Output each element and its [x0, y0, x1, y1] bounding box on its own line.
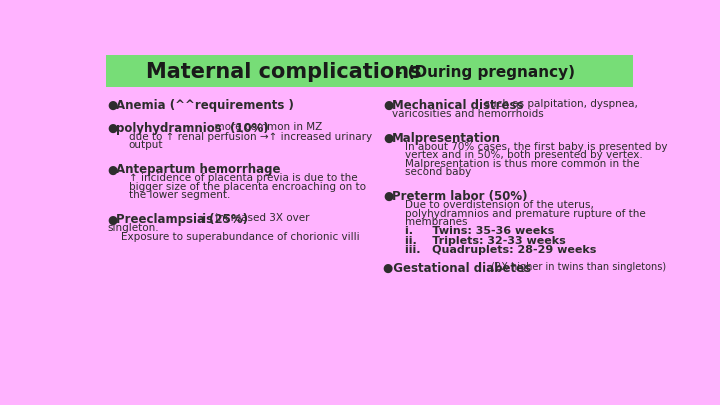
Text: Antepartum hemorrhage: Antepartum hemorrhage — [117, 163, 281, 176]
Text: polyhydramnios  (10%): polyhydramnios (10%) — [117, 122, 269, 135]
Text: ●: ● — [107, 122, 117, 135]
Text: varicosities and hemorrhoids: varicosities and hemorrhoids — [392, 109, 544, 119]
Text: bigger size of the placenta encroaching on to: bigger size of the placenta encroaching … — [129, 182, 366, 192]
Text: polyhydramnios and premature rupture of the: polyhydramnios and premature rupture of … — [405, 209, 645, 219]
Text: output: output — [129, 140, 163, 150]
Text: Exposure to superabundance of chorionic villi: Exposure to superabundance of chorionic … — [121, 232, 359, 242]
FancyBboxPatch shape — [106, 55, 632, 87]
Text: ●: ● — [107, 99, 117, 112]
Text: ●Gestational diabetes: ●Gestational diabetes — [383, 262, 531, 275]
Text: Malpresentation: Malpresentation — [392, 132, 501, 145]
Text: i.     Twins: 35-36 weeks: i. Twins: 35-36 weeks — [405, 226, 554, 237]
Text: membranes: membranes — [405, 217, 467, 227]
Text: second baby: second baby — [405, 167, 471, 177]
Text: is: is — [199, 213, 214, 226]
Text: more common in MZ: more common in MZ — [208, 122, 322, 132]
Text: singleton.: singleton. — [107, 224, 158, 233]
Text: Mechanical distress: Mechanical distress — [392, 99, 523, 112]
Text: Maternal complications: Maternal complications — [146, 62, 422, 83]
Text: ●: ● — [107, 213, 117, 226]
Text: ↑ incidence of placenta previa is due to the: ↑ incidence of placenta previa is due to… — [129, 173, 357, 183]
Text: due to ↑ renal perfusion →↑ increased urinary: due to ↑ renal perfusion →↑ increased ur… — [129, 132, 372, 142]
Text: vertex and in 50%, both presented by vertex.: vertex and in 50%, both presented by ver… — [405, 150, 642, 160]
Text: Anemia (^^requirements ): Anemia (^^requirements ) — [117, 99, 294, 112]
Text: Preeclampsia (25%): Preeclampsia (25%) — [117, 213, 248, 226]
Text: (2X higher in twins than singletons): (2X higher in twins than singletons) — [488, 262, 667, 272]
Text: Preterm labor (50%): Preterm labor (50%) — [392, 190, 528, 203]
Text: ●: ● — [107, 163, 117, 176]
Text: Due to overdistension of the uterus,: Due to overdistension of the uterus, — [405, 200, 593, 210]
Text: ●: ● — [383, 190, 393, 203]
Text: Malpresentation is thus more common in the: Malpresentation is thus more common in t… — [405, 159, 639, 169]
Text: ii.    Triplets: 32-33 weeks: ii. Triplets: 32-33 weeks — [405, 236, 565, 246]
Text: - (During pregnancy): - (During pregnancy) — [396, 65, 575, 80]
Text: increased 3X over: increased 3X over — [212, 213, 309, 224]
Text: iii.   Quadruplets: 28-29 weeks: iii. Quadruplets: 28-29 weeks — [405, 245, 596, 255]
Text: such as palpitation, dyspnea,: such as palpitation, dyspnea, — [477, 99, 637, 109]
Text: ●: ● — [383, 99, 393, 112]
Text: the lower segment.: the lower segment. — [129, 190, 230, 200]
Text: In about 70% cases, the first baby is presented by: In about 70% cases, the first baby is pr… — [405, 142, 667, 152]
Text: ●: ● — [383, 132, 393, 145]
